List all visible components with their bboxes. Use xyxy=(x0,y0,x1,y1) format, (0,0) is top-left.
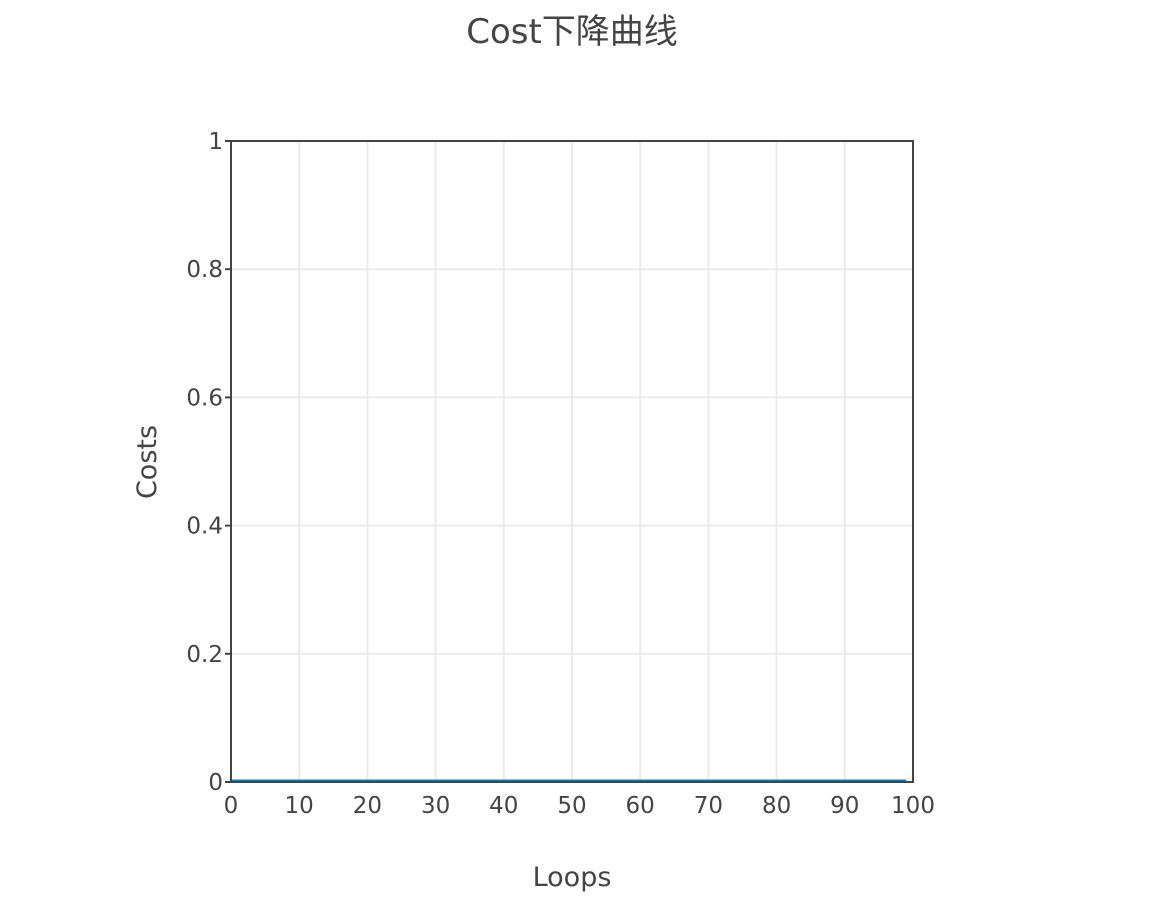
x-tick-label: 100 xyxy=(891,793,935,819)
y-tick-label: 0.4 xyxy=(186,514,223,540)
y-tick-label: 1 xyxy=(208,129,223,155)
y-tick-label: 0.8 xyxy=(186,257,223,283)
x-tick-label: 80 xyxy=(762,793,791,819)
x-tick-label: 40 xyxy=(489,793,518,819)
x-axis-title: Loops xyxy=(533,862,612,893)
y-tick-label: 0 xyxy=(208,770,223,796)
x-tick-label: 60 xyxy=(626,793,655,819)
x-tick-label: 20 xyxy=(353,793,382,819)
y-tick-label: 0.2 xyxy=(186,642,223,668)
axis-layer: 0 10 20 30 40 50 60 70 80 90 100 0 0.2 0.4 0.6 0.8 1 xyxy=(186,129,935,819)
x-tick-label: 50 xyxy=(557,793,586,819)
x-tick-label: 90 xyxy=(830,793,859,819)
y-tick-label: 0.6 xyxy=(186,385,223,411)
grid-layer xyxy=(231,141,913,782)
x-tick-label: 30 xyxy=(421,793,450,819)
plot-frame xyxy=(230,140,914,783)
chart-title: Cost下降曲线 xyxy=(466,12,678,52)
x-tick-label: 70 xyxy=(694,793,723,819)
y-axis-title: Costs xyxy=(132,425,163,499)
x-tick-label: 10 xyxy=(285,793,314,819)
x-tick-label: 0 xyxy=(224,793,239,819)
